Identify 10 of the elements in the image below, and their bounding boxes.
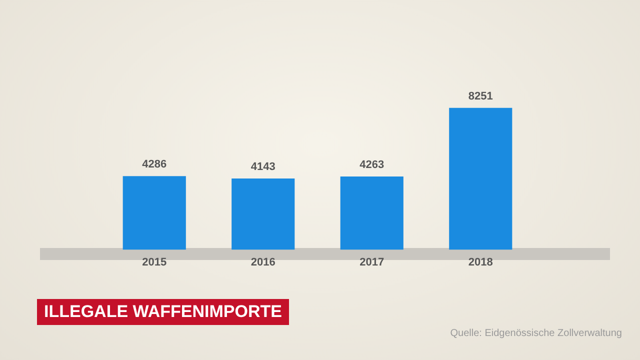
x-tick-label: 2018 — [468, 256, 493, 268]
data-label: 8251 — [468, 90, 493, 102]
x-tick-label: 2017 — [360, 256, 384, 268]
x-tick-label: 2015 — [142, 256, 167, 268]
data-label: 4263 — [360, 159, 384, 172]
data-label: 4286 — [142, 158, 167, 171]
text: ILLEGALE WAFFENIMPORTE — [37, 299, 289, 325]
x-tick-label: 2016 — [250, 256, 276, 268]
source-note: Quelle: Eidgenössische Zollverwaltung — [450, 328, 622, 339]
data-label: 4143 — [250, 161, 276, 174]
